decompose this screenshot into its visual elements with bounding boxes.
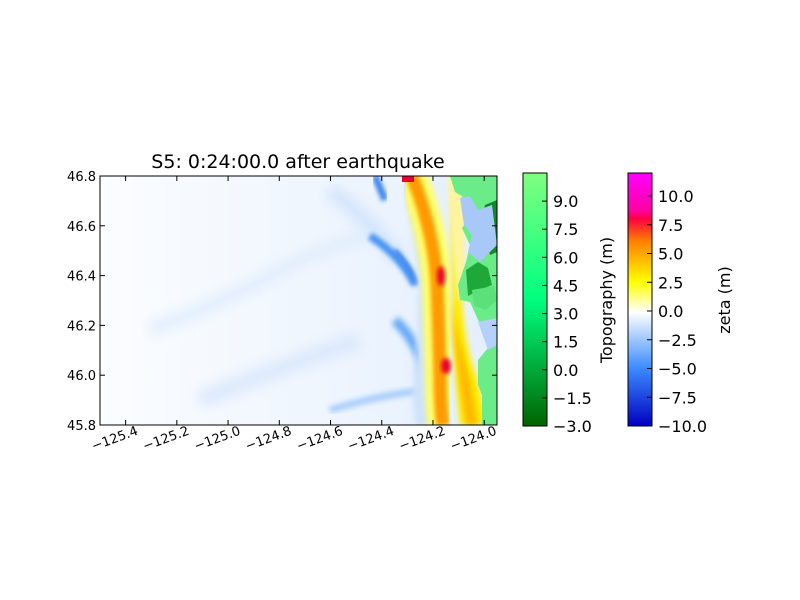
zeta-colorbar-bar <box>627 172 653 427</box>
zeta-colorbar-label: zeta (m) <box>715 266 734 333</box>
zeta-tick-label: −5.0 <box>658 360 697 379</box>
x-tick-label: −124.6 <box>295 424 345 455</box>
x-tick-label: −124.4 <box>346 424 396 455</box>
topography-colorbar-label: Topography (m) <box>597 237 616 364</box>
topography-colorbar-bar <box>522 172 548 427</box>
y-tick-label: 45.8 <box>67 419 96 434</box>
zeta-tick-label: 7.5 <box>658 216 683 235</box>
heatmap-field <box>100 176 497 425</box>
plot-frame <box>99 175 498 426</box>
topography-tick-label: 1.5 <box>553 333 578 352</box>
zeta-tick-label: 10.0 <box>658 187 694 206</box>
x-tick-label: −125.2 <box>141 424 191 455</box>
topography-tick-label: 3.0 <box>553 305 578 324</box>
zeta-colorbar: −10.0 −7.5 −5.0 −2.5 0.0 2.5 5.0 7.5 10.0 zeta (… <box>627 172 734 436</box>
x-tick-label: −125.0 <box>192 424 242 455</box>
y-axis: 45.8 46.0 46.2 46.4 46.6 46.8 <box>67 170 497 434</box>
x-tick-label: −124.2 <box>397 424 447 455</box>
topography-ticks: −3.0 −1.5 0.0 1.5 3.0 4.5 6.0 7.5 9.0 <box>542 192 592 436</box>
zeta-tick-label: −2.5 <box>658 331 697 350</box>
topography-colorbar: −3.0 −1.5 0.0 1.5 3.0 4.5 6.0 7.5 9.0 Topography… <box>522 172 616 436</box>
y-tick-label: 46.6 <box>67 220 96 235</box>
chart-title: S5: 0:24:00.0 after earthquake <box>151 151 444 173</box>
zeta-tick-label: 0.0 <box>658 302 683 321</box>
zeta-ticks: −10.0 −7.5 −5.0 −2.5 0.0 2.5 5.0 7.5 10.0 <box>647 187 707 436</box>
y-tick-label: 46.8 <box>67 170 96 185</box>
x-tick-label: −125.4 <box>90 424 140 455</box>
zeta-tick-label: −7.5 <box>658 388 697 407</box>
topography-tick-label: 4.5 <box>553 276 578 295</box>
x-tick-label: −124.8 <box>243 424 293 455</box>
topography-tick-label: 7.5 <box>553 220 578 239</box>
topography-tick-label: 0.0 <box>553 361 578 380</box>
topography-tick-label: 9.0 <box>553 192 578 211</box>
zeta-tick-label: −10.0 <box>658 417 707 436</box>
y-tick-label: 46.4 <box>67 270 96 285</box>
y-tick-label: 46.2 <box>67 319 96 334</box>
topography-tick-label: −1.5 <box>553 389 592 408</box>
zeta-tick-label: 5.0 <box>658 245 683 264</box>
topography-tick-label: 6.0 <box>553 248 578 267</box>
zeta-tick-label: 2.5 <box>658 273 683 292</box>
y-tick-label: 46.0 <box>67 369 96 384</box>
topography-tick-label: −3.0 <box>553 417 592 436</box>
x-tick-label: −124.0 <box>448 424 498 455</box>
